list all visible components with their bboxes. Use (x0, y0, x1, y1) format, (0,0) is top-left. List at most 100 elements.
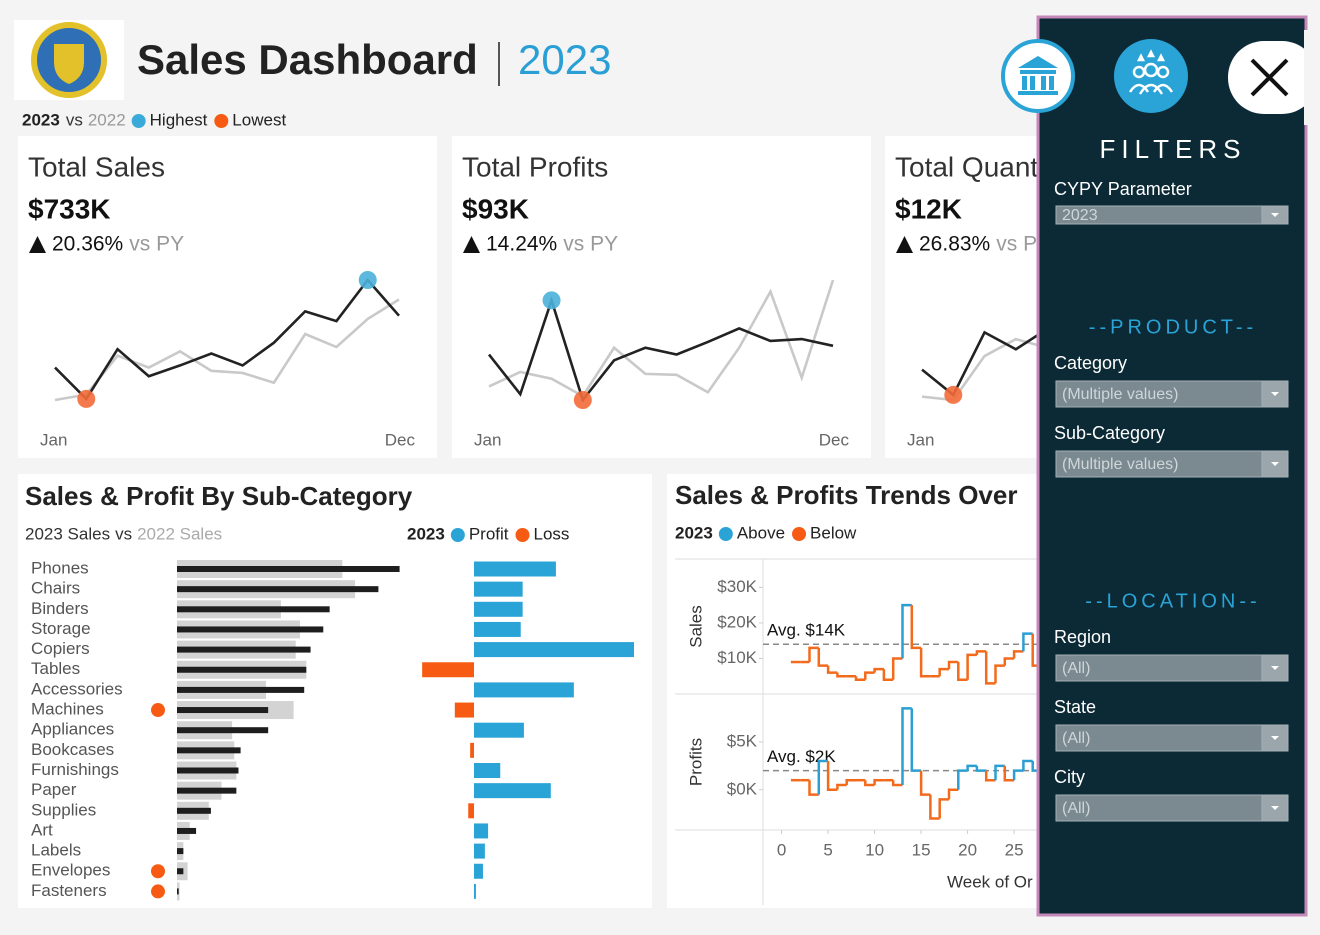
up-arrow (896, 236, 913, 253)
step-segment (910, 708, 922, 772)
profit-bar (474, 621, 521, 637)
legend-dot (131, 114, 146, 128)
sales-2023-bar (177, 626, 324, 633)
legend-dot (718, 527, 733, 541)
profit-bar (470, 742, 474, 758)
filter-label: CYPY Parameter (1054, 179, 1192, 199)
filters-panel: FILTERS CYPY Parameter --PRODUCT-- Categ… (1001, 15, 1320, 917)
category-label: Labels (31, 841, 81, 860)
legend-lowest: Lowest (232, 110, 286, 129)
legend-above: Above (737, 523, 785, 542)
category-label: Envelopes (31, 861, 110, 880)
profit-bar (474, 561, 556, 577)
filter-label: Region (1054, 627, 1111, 647)
lowest-point (944, 385, 963, 404)
kpi-title: Total Sales (28, 151, 165, 182)
step-segment (864, 671, 875, 680)
step-segment (901, 707, 912, 785)
step-segment (966, 653, 977, 680)
legend-dot (515, 528, 530, 542)
step-segment (873, 778, 884, 785)
y-tick-label: $10K (717, 648, 757, 667)
step-segment (1012, 650, 1024, 659)
close-icon (1250, 58, 1289, 97)
step-segment (957, 662, 968, 682)
dropdown-arrow (1271, 736, 1279, 740)
step-segment (984, 651, 996, 685)
lowest-point (573, 391, 592, 409)
sales-2023-bar (177, 767, 239, 774)
section-heading: --PRODUCT-- (1089, 316, 1257, 338)
dropdown (1055, 794, 1289, 822)
profit-bar (454, 702, 474, 718)
legend-previous: 2022 (88, 110, 126, 129)
x-label: Jan (907, 430, 934, 449)
category-label: Copiers (31, 639, 90, 658)
y-tick-label: $5K (727, 731, 758, 750)
home-button[interactable] (1001, 39, 1075, 113)
y-tick-label: $20K (717, 612, 757, 631)
profit-bar (474, 682, 574, 698)
profit-bar (474, 581, 523, 597)
dropdown (1055, 380, 1289, 408)
legend-highest: Highest (150, 110, 208, 129)
dropdown (1055, 724, 1289, 752)
dropdown (1055, 450, 1289, 478)
dropdown-arrow (1271, 462, 1279, 466)
step-segment (1022, 632, 1033, 652)
current-line (54, 277, 400, 401)
kpi-value: $733K (28, 193, 111, 224)
current-line (487, 296, 834, 403)
category-label: Appliances (31, 720, 114, 739)
y-tick-label: $30K (717, 577, 757, 596)
dashboard-year: 2023 (518, 36, 611, 83)
step-segment (817, 647, 829, 667)
kpi-card (18, 136, 437, 458)
sales-2023-bar (177, 666, 307, 673)
average-label: Avg. $2K (767, 747, 836, 766)
profit-bar (468, 803, 474, 819)
close-button[interactable] (1228, 41, 1318, 114)
bank-icon (1018, 56, 1058, 95)
step-segment (882, 669, 894, 682)
profit-bar (474, 642, 634, 658)
step-segment (975, 765, 987, 772)
profit-bar (422, 662, 474, 678)
profit-bar (474, 763, 501, 778)
panel-title: Sales & Profit By Sub-Category (25, 481, 413, 511)
step-segment (808, 646, 819, 663)
subtitle: vs (115, 524, 132, 543)
category-label: Tables (31, 659, 80, 678)
logo-shield (54, 44, 84, 84)
profit-bar (474, 722, 524, 738)
step-segment (984, 770, 996, 782)
step-segment (957, 769, 968, 790)
step-segment (966, 764, 977, 771)
y-tick-label: $0K (727, 779, 758, 798)
previous-line (488, 279, 835, 398)
filters-title: FILTERS (1100, 134, 1247, 164)
highest-point (542, 291, 561, 310)
kpi-card (452, 136, 871, 458)
step-segment (919, 647, 931, 678)
legend-dot (214, 114, 229, 128)
x-axis-title: Week of Or (947, 872, 1033, 891)
kpi-value: $12K (895, 193, 962, 224)
category-label: Supplies (31, 800, 96, 819)
y-axis-title: Sales (686, 605, 705, 648)
category-label: Storage (31, 619, 91, 638)
category-label: Accessories (31, 679, 123, 698)
sales-2023-bar (177, 727, 269, 734)
step-segment (994, 664, 1005, 684)
step-segment (929, 794, 940, 820)
dropdown-arrow (1271, 213, 1279, 217)
step-segment (919, 770, 931, 796)
dropdown-arrow (1271, 392, 1279, 396)
step-segment (845, 778, 856, 785)
kpi-title: Total Profits (462, 151, 608, 182)
kpi-vs: vs PY (129, 233, 184, 256)
dropdown-value: (All) (1062, 800, 1090, 817)
legend-year: 2023 (407, 524, 445, 543)
x-label: Jan (40, 430, 67, 449)
dropdown-arrow (1271, 666, 1279, 670)
